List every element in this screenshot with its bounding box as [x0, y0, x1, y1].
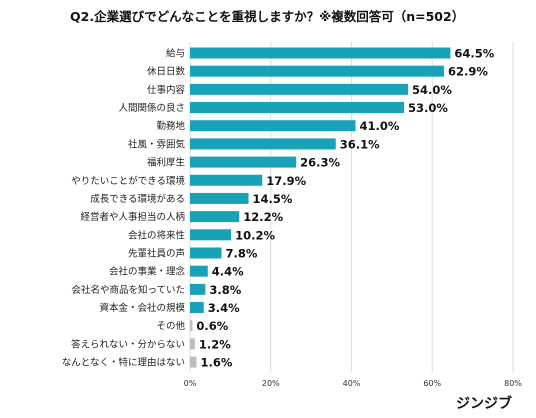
bar	[190, 138, 336, 150]
x-tick-label: 80%	[504, 379, 522, 388]
bar	[190, 47, 451, 59]
category-label: 人間関係の良さ	[118, 102, 185, 114]
category-labels: 給与休日日数仕事内容人間関係の良さ勤務地社風・雰囲気福利厚生やりたいことができる…	[62, 48, 186, 369]
value-label: 1.6%	[200, 356, 232, 370]
value-label: 3.4%	[208, 301, 240, 315]
x-tick-label: 20%	[262, 379, 280, 388]
bar	[190, 192, 249, 204]
bar	[190, 302, 204, 314]
value-label: 10.2%	[235, 228, 275, 242]
value-label: 17.9%	[266, 174, 306, 188]
category-label: 給与	[166, 48, 185, 60]
value-labels: 64.5% 62.9% 54.0% 53.0% 41.0% 36.1%26.3% 17.9%…	[196, 47, 494, 370]
category-label: やりたいことができる環境	[71, 175, 185, 187]
value-label: 36.1%	[340, 137, 380, 151]
category-label: 資本金・会社の規模	[99, 302, 185, 314]
bar	[190, 229, 232, 241]
value-label: 12.2%	[243, 210, 283, 224]
category-label: なんとなく・特に理由はない	[62, 357, 185, 369]
value-label: 53.0%	[408, 101, 448, 115]
x-axis: 0% 20% 40% 60% 80%	[184, 379, 523, 388]
bar	[190, 247, 222, 259]
value-label: 4.4%	[212, 265, 244, 279]
bar	[190, 283, 206, 295]
category-label: 先輩社員の声	[128, 247, 185, 259]
value-label: 41.0%	[360, 119, 400, 133]
bar	[190, 211, 240, 223]
category-label: 答えられない・分からない	[71, 338, 185, 350]
chart-title: Q2.企業選びでどんなことを重視しますか？※複数回答可（n=502）	[70, 9, 464, 24]
grid-lines	[189, 42, 514, 372]
category-label: 休日日数	[147, 66, 186, 78]
category-label: 会社名や商品を知っていた	[71, 284, 185, 296]
bar	[190, 83, 409, 95]
x-tick-label: 60%	[423, 379, 441, 388]
category-label: 会社の事業・理念	[109, 266, 186, 278]
x-tick-label: 0%	[184, 379, 197, 388]
category-label: 仕事内容	[147, 84, 186, 96]
value-label: 54.0%	[412, 83, 452, 97]
category-label: 成長できる環境がある	[90, 193, 185, 205]
bar	[190, 338, 195, 350]
bar	[190, 320, 193, 332]
category-label: 福利厚生	[147, 157, 186, 169]
brand-logo-text: ジンジブ	[456, 395, 512, 412]
value-label: 62.9%	[448, 65, 488, 79]
bar	[190, 102, 404, 114]
bar	[190, 156, 297, 168]
bar	[190, 65, 444, 77]
value-label: 7.8%	[225, 246, 257, 260]
value-label: 64.5%	[454, 47, 494, 61]
value-label: 1.2%	[199, 337, 231, 351]
value-label: 26.3%	[300, 156, 340, 170]
category-label: 会社の将来性	[128, 229, 186, 241]
bar	[190, 265, 208, 277]
bar	[190, 174, 263, 186]
category-label: 勤務地	[156, 120, 185, 132]
value-label: 0.6%	[196, 319, 228, 333]
value-label: 14.5%	[253, 192, 293, 206]
value-label: 3.8%	[209, 283, 241, 297]
bar	[190, 120, 356, 132]
bars	[190, 47, 451, 368]
category-label: 社風・雰囲気	[128, 138, 186, 150]
category-label: 経営者や人事担当の人柄	[80, 211, 185, 223]
x-tick-label: 40%	[343, 379, 361, 388]
category-label: その他	[156, 320, 185, 332]
bar	[190, 356, 197, 368]
